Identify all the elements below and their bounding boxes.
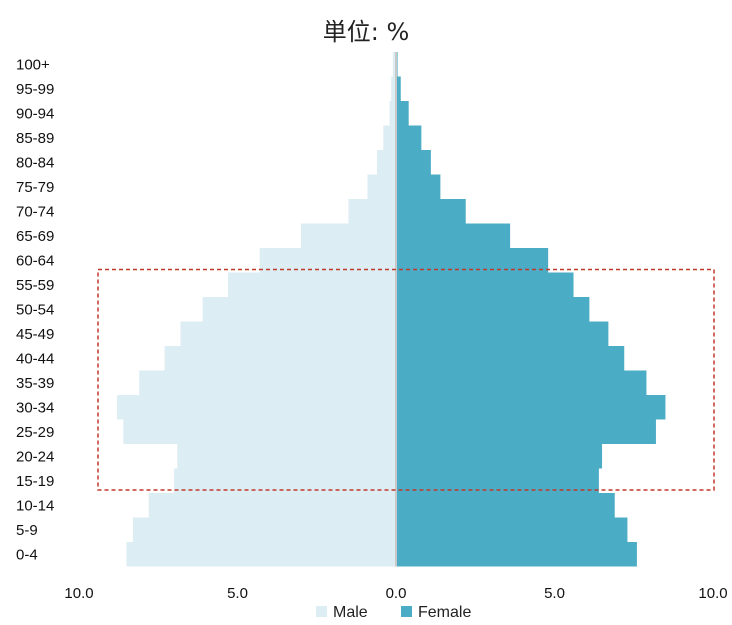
y-tick-label: 40-44 [16, 350, 54, 367]
y-tick-label: 5-9 [16, 522, 38, 539]
bar-female-10-14 [396, 493, 615, 518]
y-tick-label: 100+ [16, 56, 50, 73]
bar-male-65-69 [300, 223, 396, 248]
bar-female-70-74 [396, 199, 466, 224]
y-tick-label: 25-29 [16, 424, 54, 441]
bar-female-30-34 [396, 395, 666, 420]
bar-female-55-59 [396, 272, 574, 297]
bar-male-80-84 [376, 150, 396, 175]
y-tick-label: 70-74 [16, 203, 54, 220]
bar-male-5-9 [132, 517, 396, 542]
bar-female-25-29 [396, 419, 656, 444]
y-tick-label: 65-69 [16, 228, 54, 245]
bar-male-70-74 [348, 199, 396, 224]
y-tick-label: 80-84 [16, 154, 54, 171]
bar-male-25-29 [123, 419, 396, 444]
y-tick-label: 50-54 [16, 301, 54, 318]
bar-male-30-34 [117, 395, 396, 420]
x-tick-label: 5.0 [544, 585, 565, 602]
bar-female-95-99 [396, 76, 401, 101]
bar-male-85-89 [383, 125, 396, 150]
y-tick-label: 15-19 [16, 473, 54, 490]
legend-label-female: Female [418, 604, 471, 621]
bar-male-10-14 [148, 493, 396, 518]
y-tick-label: 45-49 [16, 326, 54, 343]
legend-swatch-female [401, 606, 412, 617]
bar-female-80-84 [396, 150, 431, 175]
x-tick-label: 5.0 [227, 585, 248, 602]
bar-female-85-89 [396, 125, 422, 150]
bar-female-75-79 [396, 174, 441, 199]
y-tick-label: 35-39 [16, 375, 54, 392]
bar-female-40-44 [396, 346, 625, 371]
bar-female-65-69 [396, 223, 511, 248]
bar-female-20-24 [396, 444, 603, 469]
bar-male-60-64 [259, 248, 396, 273]
chart-title: 単位: % [322, 18, 410, 46]
highlight-box [97, 268, 715, 491]
y-tick-label: 20-24 [16, 448, 54, 465]
bar-male-75-79 [367, 174, 396, 199]
bar-female-50-54 [396, 297, 590, 322]
bar-male-90-94 [389, 101, 396, 126]
bar-male-0-4 [126, 542, 397, 567]
x-tick-label: 0.0 [386, 585, 407, 602]
bar-female-5-9 [396, 517, 628, 542]
legend-label-male: Male [333, 604, 368, 621]
y-tick-label: 95-99 [16, 81, 54, 98]
bar-male-55-59 [227, 272, 396, 297]
bar-male-15-19 [174, 468, 396, 493]
y-tick-label: 0-4 [16, 546, 38, 563]
y-tick-label: 55-59 [16, 277, 54, 294]
bar-male-50-54 [202, 297, 396, 322]
bar-male-40-44 [164, 346, 396, 371]
bar-female-35-39 [396, 370, 647, 395]
x-tick-label: 10.0 [64, 585, 93, 602]
y-tick-label: 85-89 [16, 130, 54, 147]
y-tick-label: 60-64 [16, 252, 54, 269]
legend-swatch-male [316, 606, 327, 617]
x-tick-label: 10.0 [698, 585, 727, 602]
y-tick-label: 10-14 [16, 497, 54, 514]
y-tick-label: 75-79 [16, 179, 54, 196]
bar-male-100+ [392, 52, 396, 77]
bar-male-95-99 [391, 76, 396, 101]
y-tick-label: 30-34 [16, 399, 54, 416]
bar-female-15-19 [396, 468, 599, 493]
bar-female-0-4 [396, 542, 637, 567]
bar-male-20-24 [177, 444, 396, 469]
bar-female-90-94 [396, 101, 409, 126]
y-tick-label: 90-94 [16, 105, 54, 122]
bar-male-35-39 [139, 370, 397, 395]
bar-female-45-49 [396, 321, 609, 346]
bar-male-45-49 [180, 321, 396, 346]
bar-female-60-64 [396, 248, 549, 273]
